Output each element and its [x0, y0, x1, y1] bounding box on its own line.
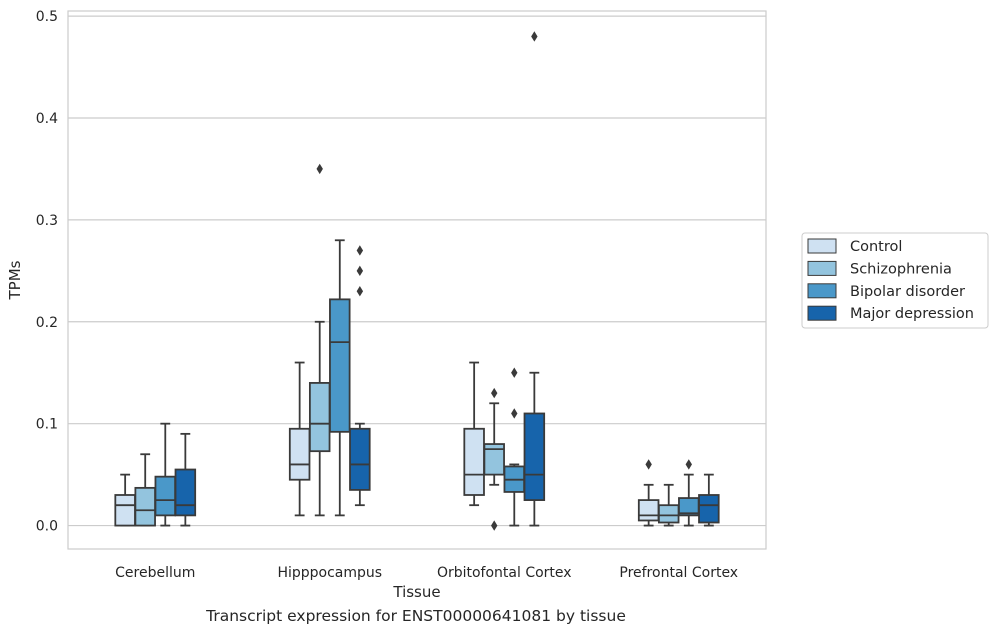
- box-schizophrenia: [134, 453, 156, 527]
- box-iqr: [288, 427, 311, 481]
- outlier-point: [685, 459, 692, 470]
- box-series: [114, 31, 720, 531]
- outlier-point: [356, 265, 364, 277]
- box-iqr: [523, 412, 546, 501]
- legend-label: Schizophrenia: [850, 261, 952, 277]
- outlier-point: [491, 520, 498, 531]
- legend-label: Major depression: [850, 306, 974, 322]
- legend-label: Control: [850, 239, 902, 255]
- box-bipolar-disorder: [329, 239, 351, 517]
- gridlines: [68, 15, 766, 527]
- box-iqr: [483, 443, 505, 476]
- box-iqr: [154, 475, 177, 517]
- box-iqr: [329, 298, 351, 433]
- box-iqr: [657, 504, 680, 524]
- box-control: [114, 473, 136, 527]
- x-tick-label: Prefrontal Cortex: [619, 565, 738, 581]
- box-iqr: [637, 499, 660, 522]
- box-control: [463, 361, 485, 507]
- box-iqr: [349, 427, 371, 491]
- outlier-point: [531, 31, 538, 42]
- y-tick-label: 0.4: [36, 111, 58, 127]
- box-major-depression: [698, 473, 720, 527]
- x-tick-label: Cerebellum: [115, 565, 195, 581]
- box-bipolar-disorder: [154, 422, 177, 527]
- box-iqr: [308, 382, 331, 453]
- box-major-depression: [174, 432, 197, 527]
- box-iqr: [698, 494, 720, 524]
- x-axis-ticks: Cerebellum Hipppocampus Orbitofontal Corte…: [115, 565, 738, 581]
- y-tick-label: 0.3: [36, 213, 58, 229]
- legend: Control Schizophrenia Bipolar disorder Majo…: [801, 232, 989, 329]
- box-iqr: [134, 486, 156, 527]
- y-tick-label: 0.0: [36, 519, 58, 535]
- legend-swatch: [807, 260, 837, 276]
- outlier-point: [645, 459, 652, 470]
- x-axis-label: Tissue: [392, 583, 440, 601]
- outlier-point: [316, 163, 323, 175]
- legend-swatch: [807, 283, 837, 299]
- outlier-point: [491, 387, 498, 399]
- box-schizophrenia: [483, 387, 505, 531]
- outlier-point: [356, 286, 364, 297]
- box-bipolar-disorder: [503, 367, 526, 527]
- y-tick-label: 0.2: [36, 315, 58, 331]
- box-iqr: [174, 468, 197, 517]
- box-control: [288, 361, 311, 517]
- box-schizophrenia: [308, 163, 331, 517]
- box-bipolar-disorder: [678, 459, 700, 527]
- outlier-point: [356, 245, 364, 256]
- y-axis-ticks: 0.0 0.1 0.2 0.3 0.4 0.5: [36, 9, 58, 534]
- plot-area-frame: [67, 10, 767, 550]
- legend-swatch: [807, 238, 837, 254]
- y-tick-label: 0.5: [36, 9, 58, 25]
- box-iqr: [463, 427, 485, 496]
- legend-label: Bipolar disorder: [850, 284, 965, 300]
- box-iqr: [114, 494, 136, 527]
- box-control: [637, 459, 660, 527]
- legend-frame: [801, 232, 989, 329]
- y-axis-label: TPMs: [6, 260, 24, 300]
- box-major-depression: [349, 245, 371, 507]
- outlier-point: [511, 408, 518, 419]
- x-tick-label: Orbitofontal Cortex: [437, 565, 572, 581]
- y-tick-label: 0.1: [36, 417, 58, 433]
- legend-swatch: [807, 305, 837, 321]
- box-major-depression: [523, 31, 546, 527]
- x-tick-label: Hipppocampus: [277, 565, 382, 581]
- chart-caption: Transcript expression for ENST0000064108…: [206, 607, 626, 625]
- box-schizophrenia: [657, 483, 680, 527]
- outlier-point: [511, 367, 518, 378]
